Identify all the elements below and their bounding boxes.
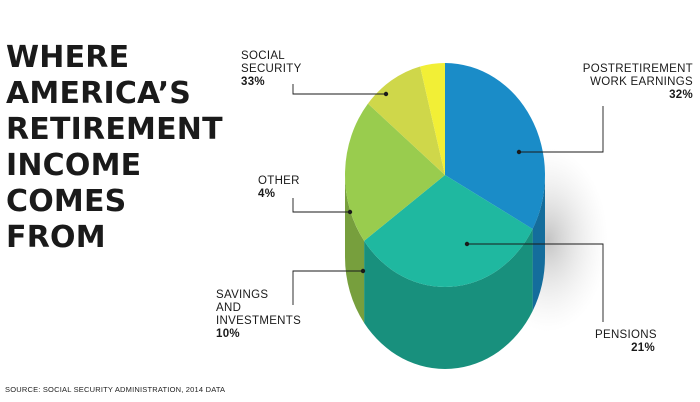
leader-postretirement-dot [516,149,522,155]
leader-lines [292,84,604,322]
leader-postretirement [519,106,604,153]
leader-other [292,198,350,213]
slice-label-name: OTHER [258,175,300,187]
slice-label-name: SAVINGS AND INVESTMENTS [216,289,302,327]
pie-slice-social-security [445,63,545,229]
leader-savings-dot [360,268,366,274]
title-line: INCOME [6,148,142,183]
title-line: WHERE [6,40,130,75]
leader-other-dot [347,209,353,215]
leader-pensions-dot [464,241,470,247]
source-note: SOURCE: SOCIAL SECURITY ADMINISTRATION, … [5,385,226,394]
slice-label-savings-and-investments: SAVINGS AND INVESTMENTS 10% [216,289,301,341]
slice-label-postretirement-work-earnings: POSTRETIREMENT WORK EARNINGS 32% [560,63,693,102]
slice-label-value: 21% [631,342,655,354]
leader-pensions [467,243,604,322]
slice-label-other: OTHER 4% [258,175,300,201]
slice-label-value: 33% [241,76,265,88]
leader-social-security-dot [383,91,389,97]
pie-sides [344,175,545,369]
title-line: RETIREMENT [6,112,223,147]
slice-label-name: POSTRETIREMENT WORK EARNINGS [582,63,693,88]
slice-label-name: SOCIAL SECURITY [241,50,302,75]
pie-tops [345,63,545,287]
slice-label-social-security: SOCIAL SECURITY 33% [241,50,302,89]
title-line: COMES [6,184,127,219]
slice-label-value: 10% [216,328,240,340]
pie-slice-other [420,63,445,175]
title-line: FROM [6,220,106,255]
slice-label-value: 4% [258,188,276,200]
slice-label-pensions: PENSIONS 21% [595,329,657,355]
leader-social-security [292,84,386,95]
pie-side-social-security [532,175,545,311]
pie-slice-pensions [345,103,445,241]
leader-savings [292,270,363,305]
slice-label-name: PENSIONS [595,329,657,341]
pie-side-postretirement-work-earnings [364,228,533,369]
chart-title: WHERE AMERICA’S RETIREMENT INCOME COMES … [6,40,236,256]
slice-label-value: 32% [669,89,693,101]
title-line: AMERICA’S [6,76,192,111]
pie-slice-postretirement-work-earnings [364,175,533,287]
